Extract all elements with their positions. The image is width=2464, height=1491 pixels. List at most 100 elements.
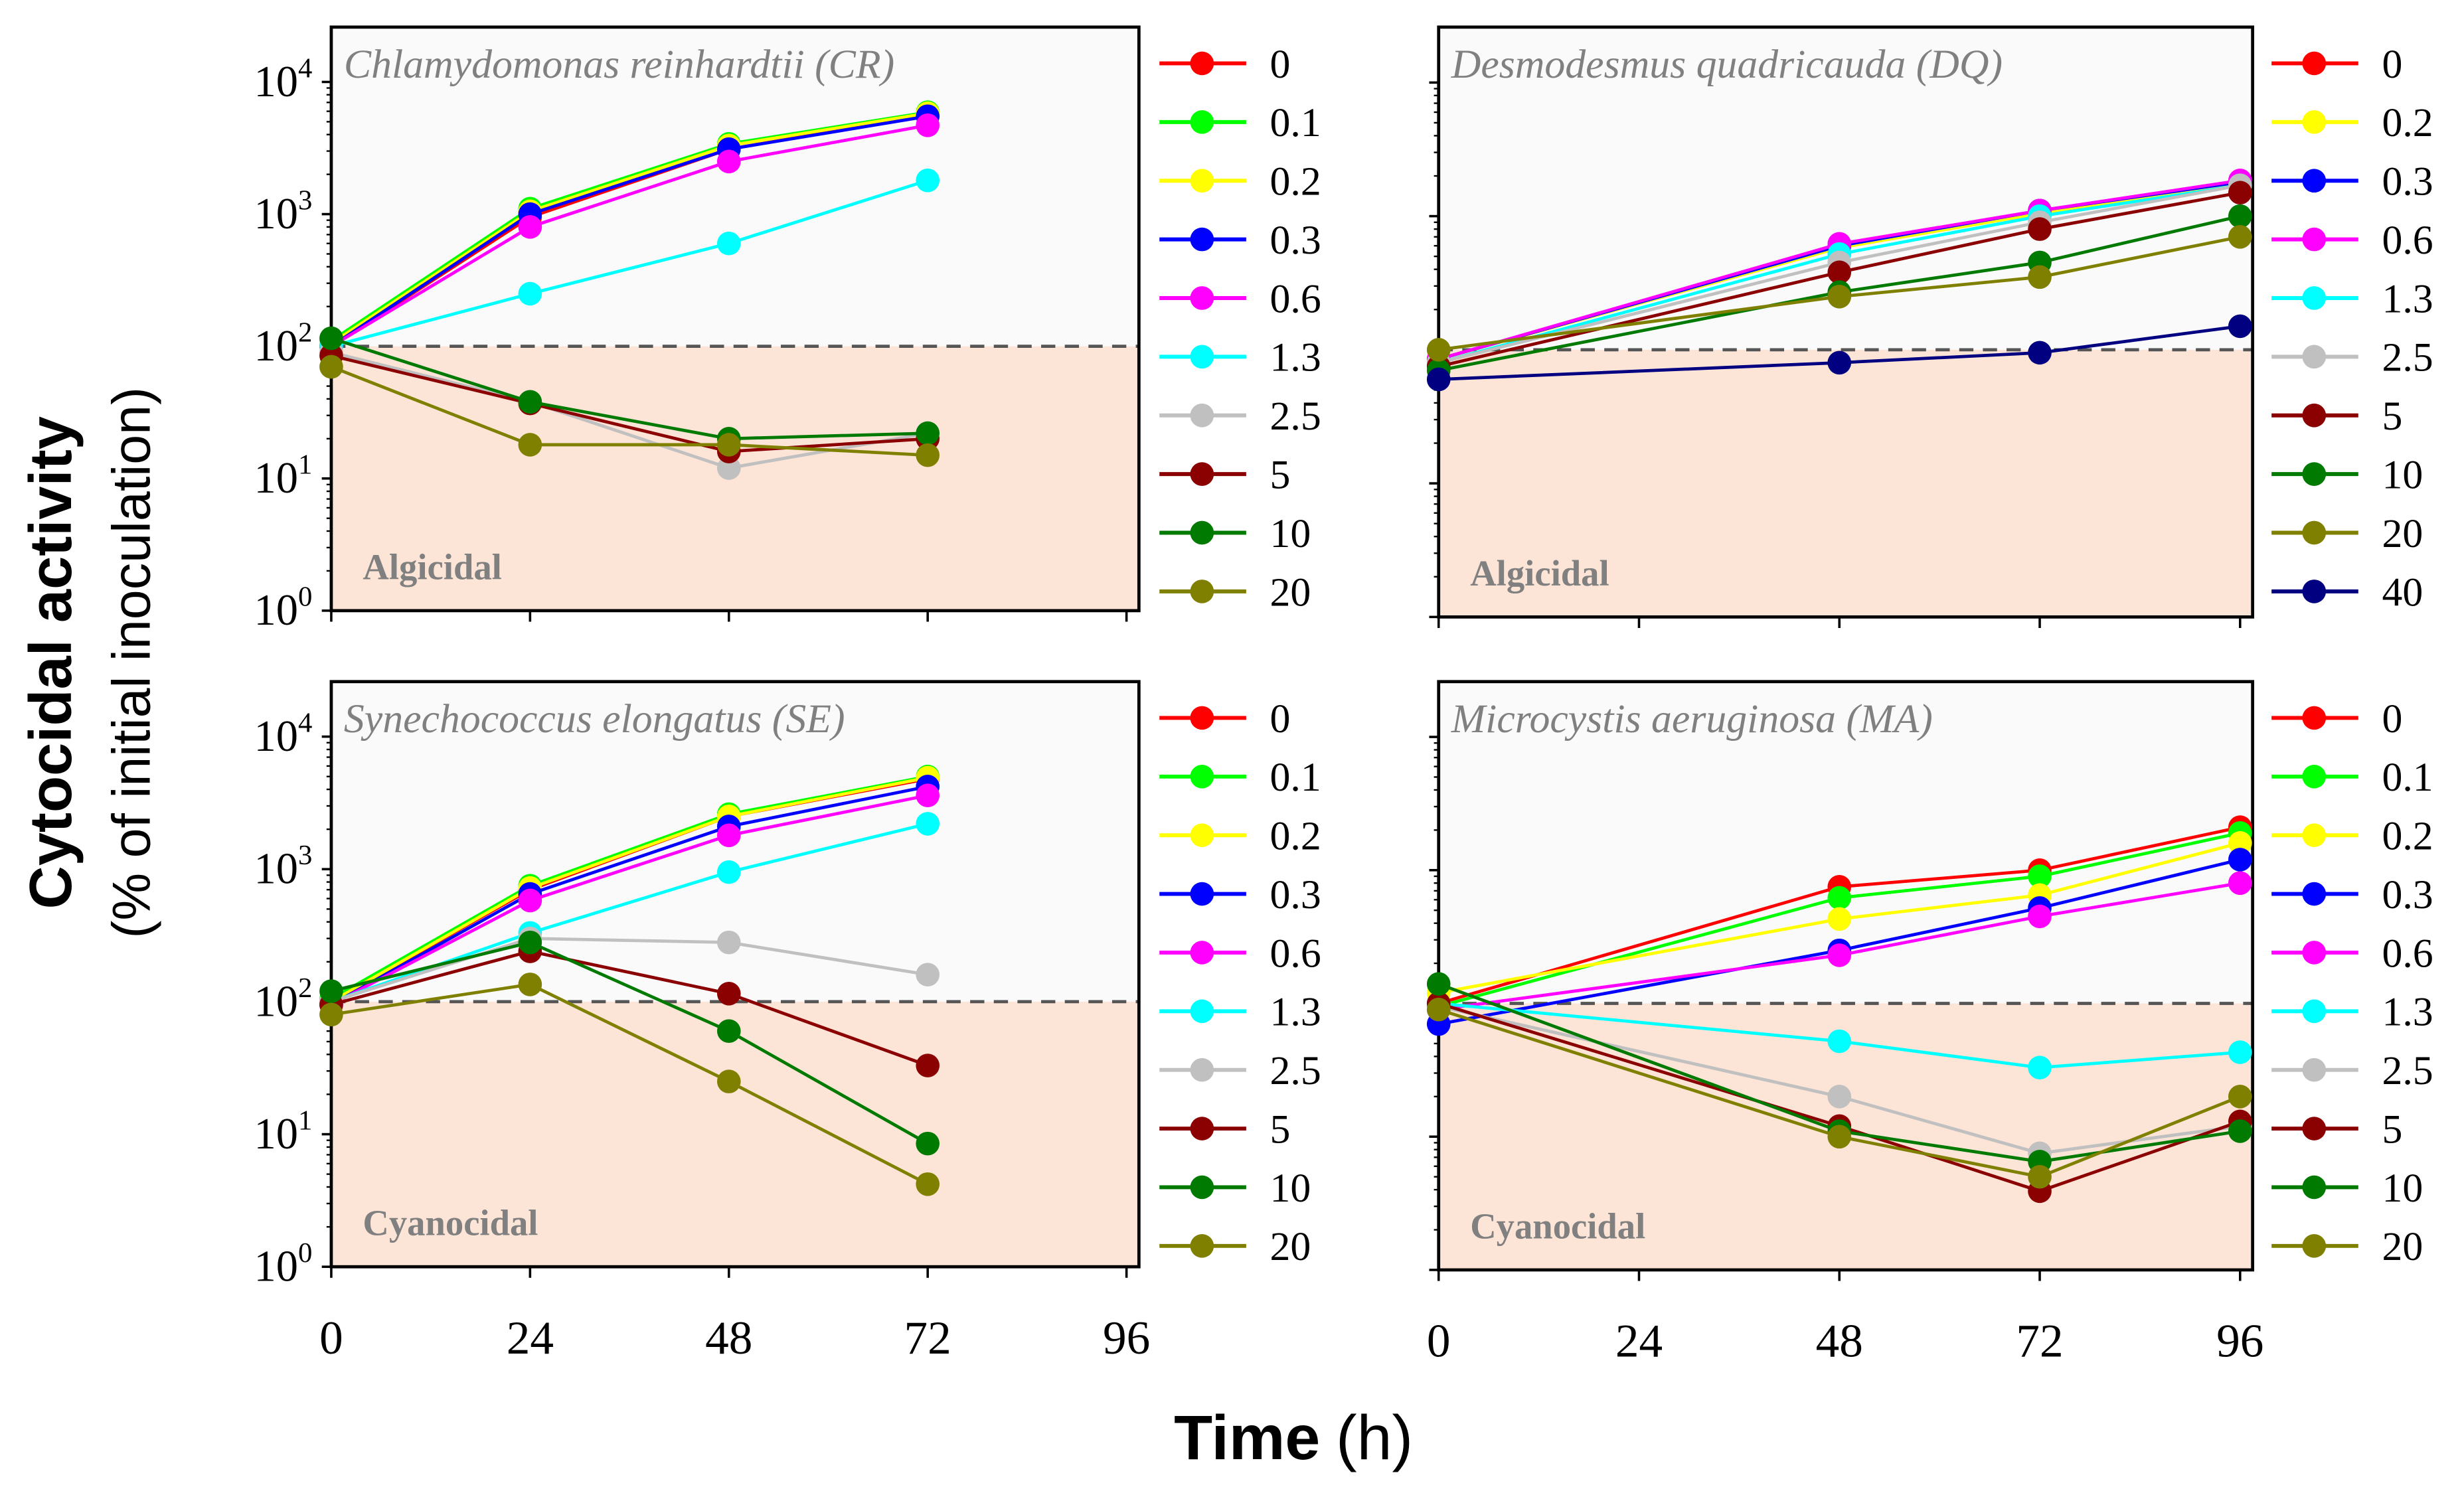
legend-item: 0 [2271, 42, 2402, 87]
data-point [2028, 1056, 2052, 1079]
legend-item: 0.6 [1159, 276, 1321, 321]
series-line [1438, 1002, 2240, 1069]
y-tick-base: 10 [254, 586, 299, 635]
data-point [716, 231, 741, 256]
legend-item: 0.2 [2271, 100, 2433, 145]
y-tick-base: 10 [254, 977, 299, 1026]
data-point [716, 433, 741, 457]
plot-frame [329, 25, 1141, 613]
series-20 [319, 354, 940, 467]
legend-item: 0.1 [1159, 755, 1321, 800]
data-point [2028, 904, 2052, 929]
data-point [716, 1019, 741, 1044]
legend-item: 0.3 [1159, 218, 1321, 263]
legend-label: 1.3 [2382, 276, 2433, 321]
data-point [2228, 871, 2252, 896]
legend-item: 0 [1159, 42, 1290, 87]
data-point [1426, 972, 1451, 996]
series-line [1438, 183, 2241, 364]
series-0.6 [319, 113, 940, 358]
legend-item: 2.5 [2271, 335, 2433, 380]
legend-label: 10 [2382, 1166, 2423, 1211]
data-point [319, 979, 343, 1003]
series-line [330, 775, 928, 1000]
series-line [331, 941, 929, 1145]
legend-item: 40 [2271, 570, 2423, 615]
legend-item: 1.3 [2271, 990, 2433, 1035]
series-10 [319, 930, 940, 1156]
series-line [330, 114, 928, 348]
data-point [319, 1002, 343, 1027]
data-point [2028, 864, 2052, 888]
region-label: Algicidal [363, 546, 501, 587]
legend-item: 0 [2271, 696, 2402, 742]
series-10 [319, 326, 940, 451]
data-point [1426, 367, 1451, 392]
data-point [916, 1131, 940, 1156]
series-line [1438, 881, 2241, 1012]
legend-item: 0.2 [2271, 814, 2433, 859]
legend-label: 0.3 [1270, 218, 1321, 263]
data-point [1827, 907, 1852, 931]
legend-marker [1190, 227, 1214, 252]
legend-marker [1190, 110, 1214, 134]
y-tick-exponent: 0 [298, 1237, 312, 1269]
legend-item: 0.6 [2271, 931, 2433, 976]
data-point [1426, 997, 1451, 1022]
series-20 [1426, 997, 2252, 1189]
data-point [2028, 217, 2052, 241]
data-point [916, 421, 940, 445]
legend-marker [2302, 1234, 2327, 1258]
legend-marker [1190, 580, 1214, 603]
y-tick-label: 103 [254, 840, 313, 894]
legend-label: 0.1 [1270, 100, 1321, 145]
legend-marker [1190, 999, 1214, 1024]
legend-item: 10 [1159, 1166, 1311, 1211]
legend-item: 10 [2271, 1166, 2423, 1211]
legend-marker [1190, 169, 1214, 193]
panel-2: Desmodesmus quadricauda (DQ) Algicidal 0 0.… [1426, 25, 2433, 629]
data-point [518, 433, 542, 457]
series-line [1437, 982, 2241, 1164]
series-line [1438, 1008, 2241, 1179]
legend-item: 5 [2271, 1107, 2402, 1152]
data-point [1827, 284, 1852, 309]
data-point [2228, 1040, 2252, 1064]
legend-label: 0.3 [1270, 872, 1321, 917]
series-line [331, 337, 928, 441]
legend-label: 0.3 [2382, 159, 2433, 204]
legend-label: 0 [1270, 696, 1291, 742]
legend-item: 0 [1159, 696, 1290, 742]
y-tick-label: 100 [254, 582, 313, 635]
lower-region [1438, 349, 2253, 617]
legend-marker [1190, 345, 1214, 369]
legend-label: 0.2 [1270, 159, 1321, 204]
series-line [1438, 1002, 2241, 1193]
data-point [2228, 848, 2252, 872]
legend-item: 2.5 [1159, 394, 1321, 439]
data-point [2228, 181, 2252, 204]
data-point [2228, 224, 2252, 249]
y-tick-base: 10 [254, 845, 299, 894]
series-line [1438, 325, 2241, 381]
legend-label: 2.5 [2382, 335, 2433, 380]
series-line [331, 937, 928, 1004]
legend-marker [1190, 51, 1214, 76]
x-tick-label: 48 [705, 1312, 752, 1364]
legend-marker [2302, 1175, 2327, 1200]
legend-label: 1.3 [2382, 990, 2433, 1035]
y-tick-label: 103 [254, 185, 313, 238]
legend-marker [1190, 462, 1214, 486]
data-point [716, 860, 741, 884]
y-tick-base: 10 [254, 58, 299, 106]
y-tick-label: 101 [254, 449, 313, 503]
legend-item: 1.3 [1159, 335, 1321, 380]
y-tick-exponent: 4 [298, 52, 312, 84]
series-40 [1426, 314, 2252, 392]
legend-marker [1190, 286, 1214, 310]
legend-label: 1.3 [1270, 335, 1321, 380]
data-point [518, 888, 542, 913]
legend-marker [2302, 882, 2327, 906]
